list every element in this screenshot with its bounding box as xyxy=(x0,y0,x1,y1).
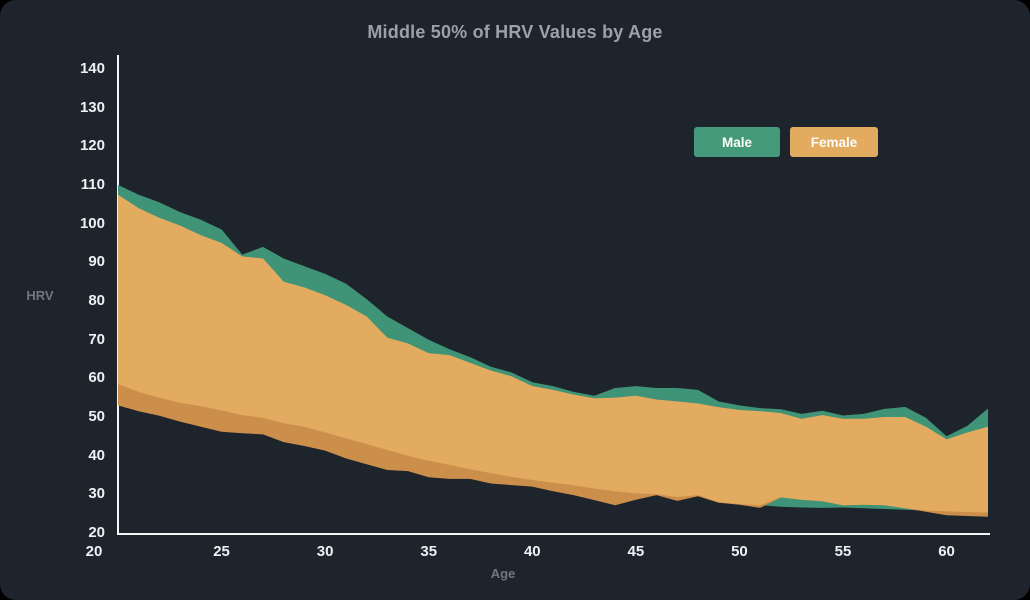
y-tick-label: 40 xyxy=(88,446,105,464)
legend-label-female: Female xyxy=(810,134,858,150)
x-tick-label: 45 xyxy=(627,543,645,560)
y-tick-label: 90 xyxy=(88,253,105,271)
legend-label-male: Male xyxy=(721,134,752,150)
x-tick-label: 30 xyxy=(316,543,334,560)
y-tick-label: 100 xyxy=(79,214,105,232)
y-axis-title: HRV xyxy=(26,288,54,303)
y-tick-label: 130 xyxy=(79,98,105,116)
y-tick-label: 20 xyxy=(88,524,105,541)
x-axis-title: Age xyxy=(490,566,516,581)
x-tick-label: 50 xyxy=(731,543,748,560)
x-tick-label: 55 xyxy=(834,543,852,560)
legend-item-male[interactable]: Male xyxy=(694,127,780,157)
x-axis-line xyxy=(117,533,990,535)
x-tick-label: 35 xyxy=(420,543,438,560)
x-tick-label: 25 xyxy=(213,543,230,560)
plot-area[interactable] xyxy=(118,55,988,533)
y-tick-label: 70 xyxy=(88,330,105,348)
band-overlap-area xyxy=(118,194,988,513)
y-tick-label: 30 xyxy=(88,485,105,503)
legend: Male Female xyxy=(694,127,878,157)
x-tick-label: 40 xyxy=(523,543,541,560)
x-tick-label: 20 xyxy=(85,543,103,560)
y-tick-label: 80 xyxy=(88,291,105,309)
x-tick-label: 60 xyxy=(938,543,955,560)
y-tick-label: 110 xyxy=(80,175,105,193)
legend-item-female[interactable]: Female xyxy=(790,127,878,157)
y-tick-label: 140 xyxy=(79,59,105,77)
chart-title: Middle 50% of HRV Values by Age xyxy=(367,22,663,42)
y-tick-label: 50 xyxy=(88,407,105,425)
y-tick-label: 60 xyxy=(88,369,105,387)
y-tick-label: 120 xyxy=(79,137,105,155)
